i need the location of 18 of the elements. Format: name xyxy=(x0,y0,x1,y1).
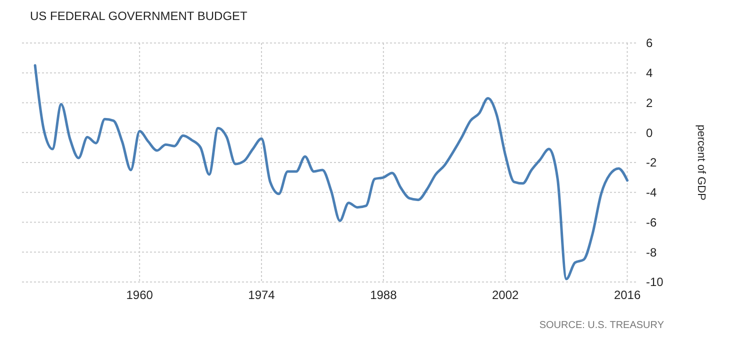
y-tick-label: -2 xyxy=(646,156,657,170)
y-tick-label: 4 xyxy=(646,66,653,80)
source-note: SOURCE: U.S. TREASURY xyxy=(539,320,664,331)
chart-title: US FEDERAL GOVERNMENT BUDGET xyxy=(30,9,248,23)
line-series xyxy=(34,64,629,280)
y-tick-label: -6 xyxy=(646,215,657,230)
x-tick-label: 1960 xyxy=(126,288,154,302)
y-tick-label: 0 xyxy=(646,126,653,140)
y-tick-label: -10 xyxy=(646,275,664,290)
y-axis-title: percent of GDP xyxy=(695,124,707,200)
x-tick-label: 1988 xyxy=(370,288,398,302)
y-tick-label: 6 xyxy=(646,36,653,50)
x-tick-label: 2002 xyxy=(492,288,520,302)
y-tick-label: 2 xyxy=(646,96,653,110)
x-tick-label: 1974 xyxy=(248,288,276,302)
y-tick-label: -4 xyxy=(646,186,657,200)
x-tick-label: 2016 xyxy=(614,288,641,302)
y-tick-label: -8 xyxy=(646,245,657,260)
